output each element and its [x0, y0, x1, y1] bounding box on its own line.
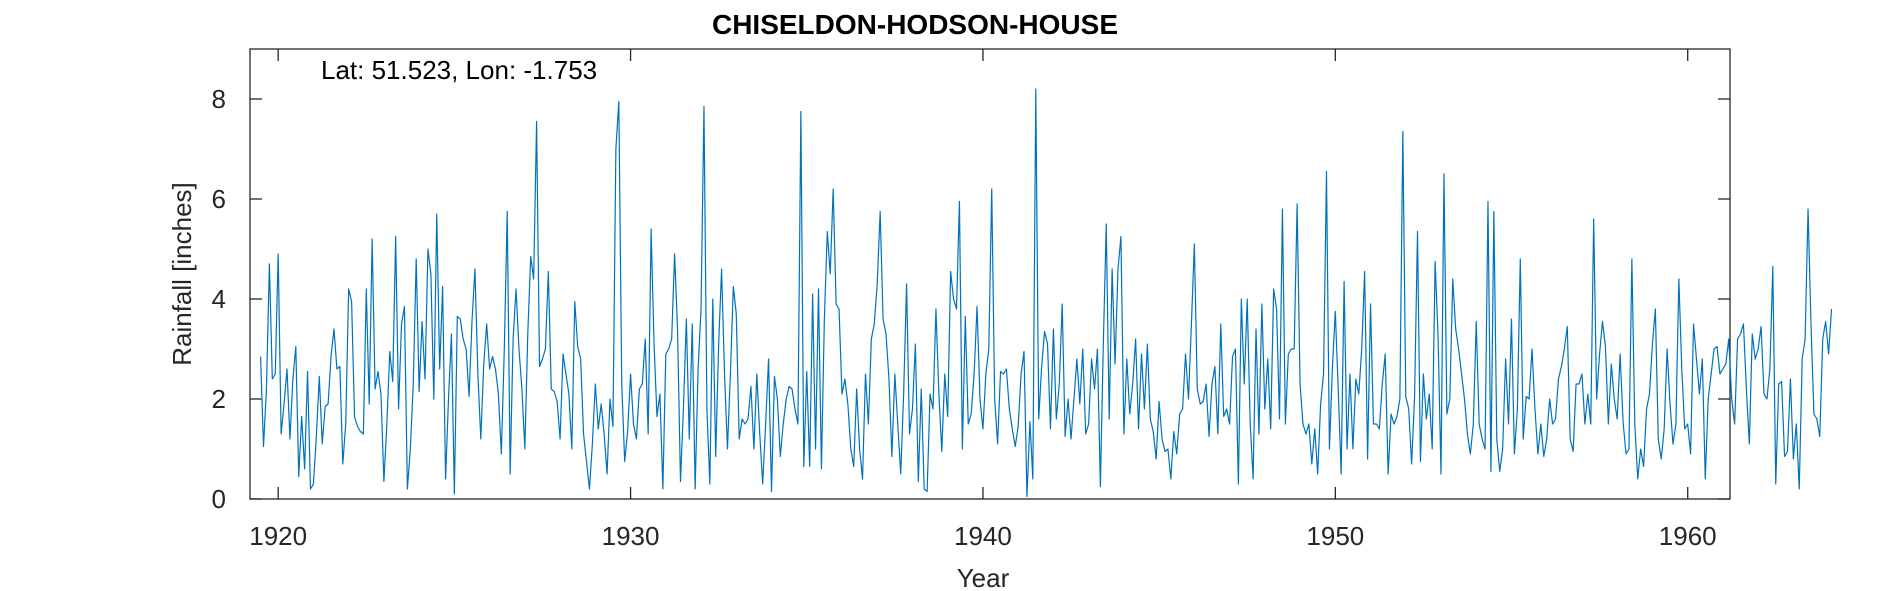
y-tick-label: 6	[212, 184, 226, 214]
rainfall-series-line	[259, 88, 1833, 498]
y-tick-label: 8	[212, 84, 226, 114]
y-tick-label: 4	[212, 284, 226, 314]
x-tick-label: 1920	[249, 521, 307, 551]
y-tick-label: 2	[212, 384, 226, 414]
x-tick-label: 1960	[1659, 521, 1717, 551]
x-tick-label: 1950	[1306, 521, 1364, 551]
y-axis-label: Rainfall [inches]	[167, 182, 197, 366]
x-tick-label: 1940	[954, 521, 1012, 551]
y-axis: 0 2 4 6 8	[212, 84, 1730, 514]
chart-title: CHISELDON-HODSON-HOUSE	[712, 9, 1118, 40]
x-axis: 1920 1930 1940 1950 1960	[249, 49, 1717, 551]
y-tick-label: 0	[212, 484, 226, 514]
location-annotation: Lat: 51.523, Lon: -1.753	[321, 55, 597, 85]
x-tick-label: 1930	[602, 521, 660, 551]
x-axis-label: Year	[957, 563, 1010, 591]
